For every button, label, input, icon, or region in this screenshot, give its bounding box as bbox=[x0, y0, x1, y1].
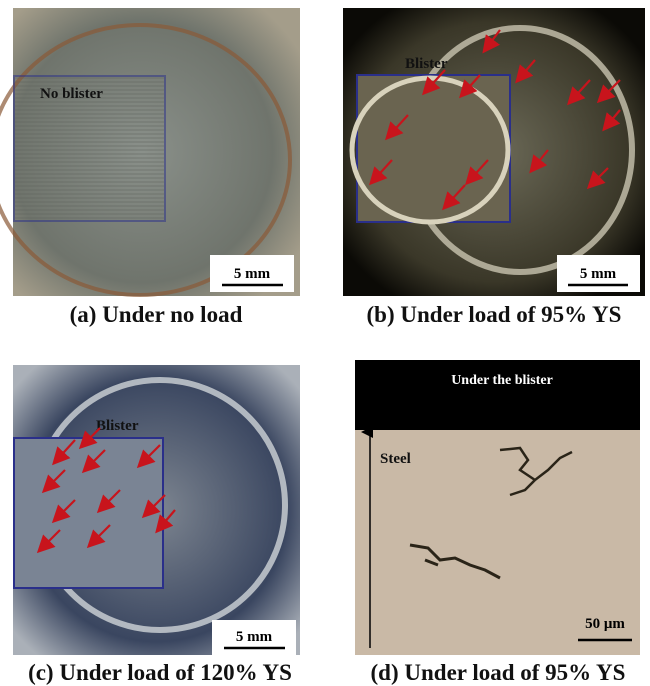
scale-text: 5 mm bbox=[580, 266, 617, 282]
caption: (a) Under no load bbox=[70, 302, 243, 327]
label: Steel bbox=[380, 451, 411, 467]
label: No blister bbox=[40, 86, 103, 102]
panel-b: Blister 5 mm (b) Under load of 95% YS bbox=[343, 8, 645, 327]
panel-d: Under the blister Steel 50 μm (d) Under … bbox=[355, 360, 640, 685]
figure: No blister 5 mm (a) Under no load Bliste… bbox=[0, 0, 650, 686]
label: Blister bbox=[405, 56, 448, 72]
scale-text: 5 mm bbox=[236, 629, 273, 645]
header: Under the blister bbox=[451, 373, 553, 388]
caption: (d) Under load of 95% YS bbox=[371, 660, 626, 685]
caption: (c) Under load of 120% YS bbox=[28, 660, 292, 685]
panel-a: No blister 5 mm (a) Under no load bbox=[0, 8, 300, 327]
caption: (b) Under load of 95% YS bbox=[367, 302, 622, 327]
header-band bbox=[355, 360, 640, 430]
label: Blister bbox=[96, 418, 139, 434]
inset bbox=[14, 438, 163, 588]
scale-text: 5 mm bbox=[234, 266, 271, 282]
panel-c: Blister 5 mm (c) Under load of 120% YS bbox=[13, 365, 300, 685]
scale-text: 50 μm bbox=[585, 616, 625, 632]
